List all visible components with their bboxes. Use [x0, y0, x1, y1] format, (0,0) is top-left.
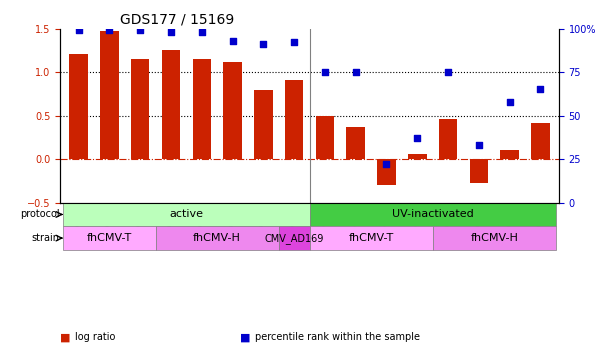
- Bar: [316, 116, 334, 159]
- Text: fhCMV-T: fhCMV-T: [349, 233, 394, 243]
- FancyBboxPatch shape: [63, 203, 310, 226]
- Point: [105, 27, 114, 33]
- Text: fhCMV-T: fhCMV-T: [87, 233, 132, 243]
- Bar: [224, 62, 242, 159]
- Bar: [285, 80, 304, 159]
- FancyBboxPatch shape: [310, 203, 556, 226]
- Point: [474, 142, 484, 148]
- Text: CMV_AD169: CMV_AD169: [264, 233, 324, 243]
- Point: [74, 27, 84, 33]
- Bar: [346, 127, 365, 159]
- Bar: [377, 159, 395, 185]
- Bar: [100, 31, 118, 159]
- Point: [505, 99, 514, 105]
- Text: percentile rank within the sample: percentile rank within the sample: [255, 332, 421, 342]
- Point: [351, 69, 361, 75]
- Bar: [69, 54, 88, 159]
- Bar: [254, 90, 273, 159]
- Text: strain: strain: [31, 233, 59, 243]
- Point: [535, 87, 545, 92]
- FancyBboxPatch shape: [63, 226, 156, 250]
- Point: [166, 29, 175, 35]
- Bar: [162, 50, 180, 159]
- Point: [320, 69, 330, 75]
- Text: fhCMV-H: fhCMV-H: [471, 233, 518, 243]
- Bar: [439, 119, 457, 159]
- Text: UV-inactivated: UV-inactivated: [392, 210, 474, 220]
- Text: GDS177 / 15169: GDS177 / 15169: [120, 12, 234, 26]
- Bar: [531, 122, 550, 159]
- Text: ■: ■: [60, 332, 70, 342]
- Text: fhCMV-H: fhCMV-H: [193, 233, 241, 243]
- Point: [135, 27, 145, 33]
- Bar: [408, 154, 427, 159]
- FancyBboxPatch shape: [279, 226, 310, 250]
- Text: active: active: [169, 210, 203, 220]
- FancyBboxPatch shape: [433, 226, 556, 250]
- Bar: [192, 59, 211, 159]
- Text: log ratio: log ratio: [75, 332, 115, 342]
- FancyBboxPatch shape: [156, 226, 279, 250]
- Text: protocol: protocol: [20, 210, 59, 220]
- Point: [258, 41, 268, 47]
- Point: [412, 135, 422, 141]
- FancyBboxPatch shape: [310, 226, 433, 250]
- Bar: [501, 150, 519, 159]
- Point: [197, 29, 207, 35]
- Point: [289, 40, 299, 45]
- Point: [382, 161, 391, 167]
- Point: [228, 38, 237, 44]
- Bar: [469, 159, 488, 183]
- Text: ■: ■: [240, 332, 251, 342]
- Bar: [131, 59, 150, 159]
- Point: [444, 69, 453, 75]
